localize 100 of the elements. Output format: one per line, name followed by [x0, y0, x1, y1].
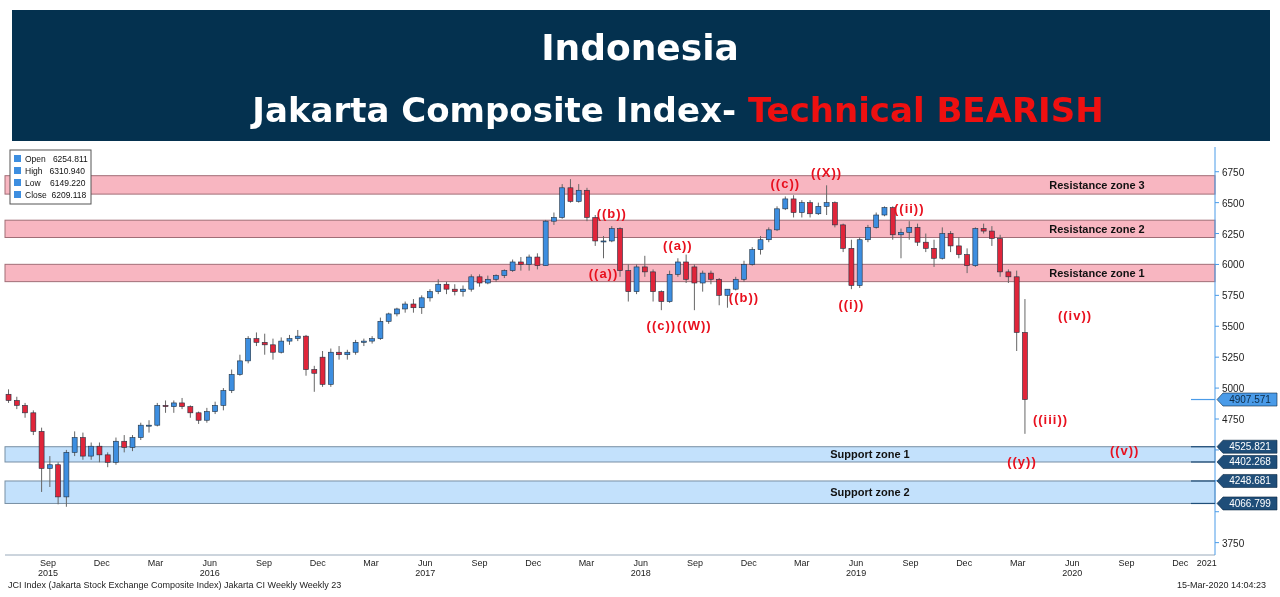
- annotation: ((y)): [1007, 453, 1037, 469]
- candlestick: [418, 294, 425, 315]
- x-tick-label: Dec: [309, 558, 327, 568]
- candlestick: [336, 345, 342, 361]
- candlestick: [741, 260, 747, 283]
- annotation: High 6310.940: [25, 166, 86, 176]
- x-tick-label: Jun 2016: [199, 558, 220, 578]
- x-tick-label: Dec: [93, 558, 111, 568]
- candlestick: [518, 256, 524, 272]
- candlestick: [113, 437, 119, 466]
- text: 15-Mar-2020 14:04:23: [1176, 580, 1266, 590]
- candlestick: [600, 235, 607, 259]
- x-tick-label: Mar: [363, 558, 379, 568]
- y-tick-label: 4750: [1222, 414, 1245, 425]
- candlestick: [840, 223, 846, 253]
- band-label: Resistance zone 3: [1049, 178, 1145, 191]
- band-label: Resistance zone 1: [1049, 266, 1145, 279]
- annotation: ((W)): [677, 318, 712, 334]
- candlestick: [220, 387, 227, 411]
- x-tick-label: Mar: [578, 558, 595, 568]
- x-tick-label: Dec: [1172, 558, 1189, 568]
- candlestick: [964, 247, 970, 274]
- ref-line-label: 4402.268: [1229, 456, 1272, 468]
- candlestick: [460, 284, 466, 298]
- candlestick: [956, 236, 962, 259]
- annotation: ((X)): [811, 165, 843, 181]
- y-tick-label: 6250: [1222, 228, 1245, 240]
- annotation: ((iii)): [1032, 411, 1069, 427]
- annotation: ((c)): [770, 176, 801, 192]
- ref-line-label: 4248.681: [1229, 475, 1272, 487]
- y-tick-label: 6750: [1222, 166, 1245, 178]
- x-tick-label: Jun 2017: [415, 558, 436, 578]
- candlestick: [716, 277, 722, 306]
- band-label: Resistance zone 2: [1049, 222, 1145, 235]
- chart-subtitle: Jakarta Composite Index- Technical BEARISH: [250, 90, 1104, 130]
- band-label: Support zone 1: [830, 448, 910, 461]
- annotation: ((v)): [1109, 443, 1140, 459]
- candlestick: [947, 230, 954, 253]
- annotation: ((c)): [646, 318, 677, 334]
- annotation: ((ii)): [893, 201, 925, 217]
- candlestick: [650, 268, 656, 303]
- text: JCI Index (Jakarta Stock Exchange Composite Index) Jakarta CI Weekly Weekly 23: [8, 580, 342, 590]
- annotation: ((i)): [838, 297, 865, 313]
- candlestick: [162, 399, 169, 414]
- y-tick-label: 5000: [1222, 383, 1245, 395]
- x-tick-label: Jun 2020: [1062, 558, 1083, 578]
- annotation: ((iv)): [1057, 308, 1093, 324]
- candlestick: [642, 255, 648, 278]
- candlestick: [146, 419, 152, 434]
- candlestick: [369, 335, 375, 345]
- candlestick: [567, 178, 574, 204]
- chart-title: Indonesia: [541, 27, 739, 68]
- candlestick: [311, 365, 318, 393]
- candlestick: [914, 223, 921, 247]
- candlestick: [675, 257, 681, 278]
- x-tick-label: Sep: [1118, 558, 1135, 568]
- candlestick: [691, 263, 698, 311]
- candlestick: [699, 270, 706, 293]
- y-tick-label: 5500: [1222, 321, 1245, 333]
- candlestick: [790, 194, 797, 218]
- candlestick: [749, 246, 756, 267]
- candlestick: [989, 225, 995, 247]
- candlestick: [832, 200, 838, 228]
- band-label: Support zone 2: [830, 486, 910, 499]
- y-tick-label: 3750: [1222, 537, 1245, 549]
- candlestick: [261, 333, 268, 356]
- y-tick-label: 5250: [1222, 352, 1245, 364]
- y-tick-label: 5750: [1222, 290, 1245, 302]
- candlestick: [906, 220, 913, 241]
- annotation: ((a)): [588, 266, 619, 282]
- candlestick: [80, 432, 86, 461]
- ref-line-label: 4066.799: [1229, 497, 1272, 509]
- x-tick-label: Dec: [525, 558, 542, 568]
- x-tick-label: Jun 2018: [630, 558, 651, 578]
- x-tick-label: Sep: [471, 558, 488, 568]
- x-tick-label: Sep 2015: [38, 558, 59, 578]
- candlestick: [228, 369, 235, 394]
- candlestick: [96, 441, 103, 463]
- ref-line-label: 4525.821: [1229, 441, 1272, 453]
- annotation: ((b)): [728, 289, 760, 305]
- candlestick: [931, 239, 937, 268]
- x-tick-label: Sep: [686, 558, 703, 568]
- y-tick-label: 6000: [1222, 259, 1245, 271]
- y-tick-label: 6500: [1222, 197, 1245, 209]
- x-tick-label: Jun 2019: [846, 558, 867, 578]
- x-tick-label: 2021: [1196, 558, 1217, 568]
- annotation: Close 6209.118: [25, 190, 87, 200]
- x-tick-label: Mar: [794, 558, 810, 568]
- candlestick: [270, 338, 276, 361]
- x-tick-label: Dec: [740, 558, 758, 568]
- candlestick: [922, 233, 929, 253]
- annotation: Open 6254.811: [25, 154, 88, 164]
- candlestick: [237, 354, 243, 377]
- annotation: Low 6149.220: [25, 178, 86, 188]
- candlestick: [898, 228, 904, 259]
- candlestick: [245, 335, 251, 364]
- candlestick: [774, 205, 780, 232]
- annotation: ((b)): [596, 206, 627, 222]
- candlestick: [427, 288, 433, 303]
- candlestick: [551, 212, 557, 226]
